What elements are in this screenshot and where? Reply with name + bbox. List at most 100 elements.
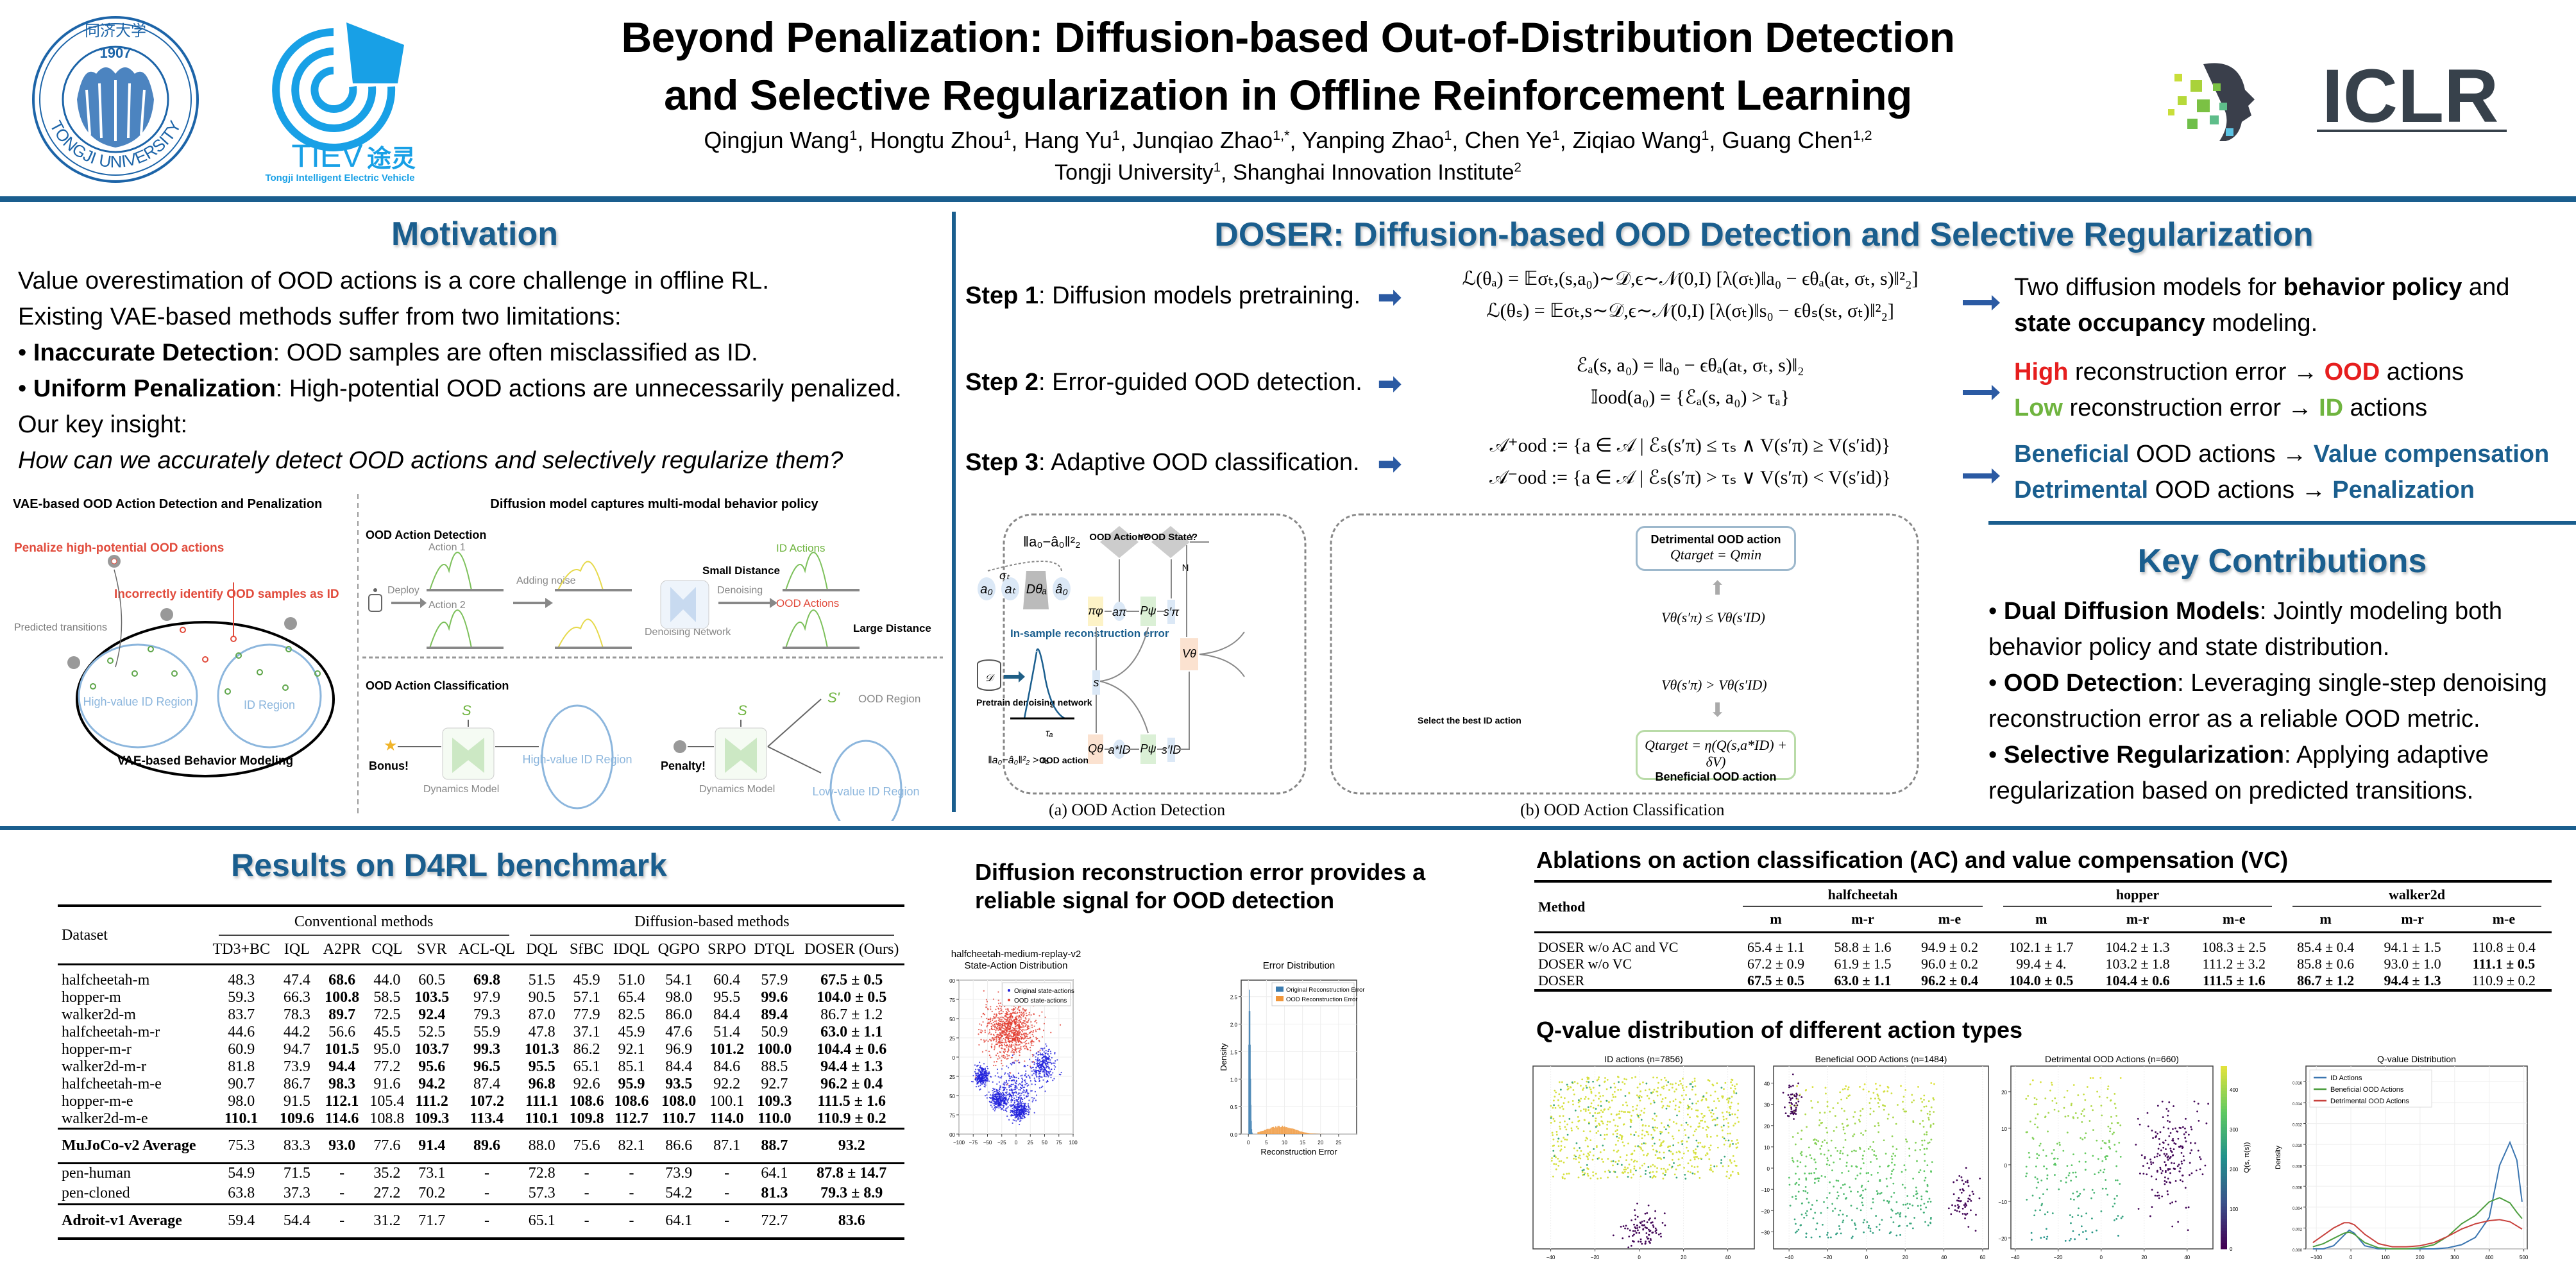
scatter-point — [1895, 1123, 1897, 1125]
scatter-point — [1831, 1169, 1833, 1171]
scatter-point — [1587, 1158, 1589, 1160]
scatter-point — [1015, 1114, 1017, 1115]
scatter-point — [1677, 1141, 1679, 1144]
scatter-point — [979, 1080, 981, 1081]
scatter-point — [1788, 1115, 1790, 1117]
x-tick-label: −20 — [1591, 1255, 1600, 1260]
scatter-point — [2169, 1132, 2172, 1134]
scatter-point — [986, 1071, 988, 1073]
scatter-point — [1845, 1197, 1847, 1199]
scatter-point — [1005, 1027, 1007, 1029]
scatter-point — [1010, 1101, 1012, 1103]
scatter-point — [1003, 1106, 1004, 1108]
legend-entry: OOD Reconstruction Error — [1286, 996, 1357, 1003]
scatter-point — [1006, 1044, 1008, 1046]
outcome-arrows — [1963, 295, 2000, 484]
scatter-point — [2102, 1171, 2105, 1174]
chart-title: Detrimental OOD Actions (n=660) — [2045, 1054, 2179, 1064]
scatter-point — [1629, 1171, 1632, 1173]
scatter-point — [1010, 1044, 1013, 1046]
table-cell: 54.1 — [665, 971, 693, 988]
scatter-point — [1675, 1168, 1677, 1171]
scatter-point — [1732, 1143, 1734, 1145]
table-cell: 96.2 ± 0.4 — [1920, 972, 1979, 988]
scatter-point — [1790, 1098, 1792, 1100]
y-tick-label: 75 — [949, 997, 955, 1003]
scatter-point — [1024, 1074, 1026, 1077]
scatter-point — [1560, 1145, 1563, 1147]
scatter-point — [1922, 1126, 1925, 1128]
scatter-point — [1794, 1143, 1797, 1146]
scatter-point — [996, 1106, 998, 1108]
scatter-point — [1012, 1122, 1013, 1124]
scatter-point — [1014, 1087, 1016, 1089]
scatter-point — [1820, 1175, 1823, 1177]
scatter-point — [999, 1029, 1001, 1031]
scatter-point — [2083, 1093, 2085, 1096]
scatter-point — [2178, 1164, 2180, 1166]
scatter-point — [1686, 1146, 1688, 1149]
table-cell: 55.9 — [473, 1023, 500, 1040]
histogram-bar — [1292, 1128, 1294, 1134]
scatter-point — [1864, 1188, 1867, 1191]
scatter-point — [1597, 1177, 1599, 1180]
scatter-point — [1030, 1044, 1033, 1046]
scatter-point — [1842, 1146, 1845, 1149]
scatter-point — [1026, 1035, 1028, 1037]
scatter-point — [1921, 1139, 1923, 1142]
table-row: MuJoCo-v2 Average 75.3 83.3 93.0 77.6 91.4 89.… — [58, 1128, 904, 1163]
scatter-point — [1925, 1105, 1928, 1108]
scatter-point — [1879, 1099, 1881, 1101]
scatter-point — [1584, 1119, 1586, 1121]
scatter-point — [1872, 1092, 1875, 1094]
author-affiliation: 1 — [849, 127, 858, 143]
scatter-point — [1639, 1221, 1641, 1224]
scatter-point — [1930, 1106, 1933, 1108]
scatter-point — [1920, 1098, 1922, 1100]
scatter-point — [1845, 1162, 1848, 1164]
scatter-point — [1687, 1170, 1690, 1173]
scatter-point — [1641, 1129, 1644, 1132]
histogram-bar — [1264, 1130, 1266, 1134]
scatter-point — [1048, 1072, 1050, 1074]
histogram-bar — [1258, 1132, 1260, 1134]
scatter-point — [2162, 1126, 2165, 1128]
scatter-point — [2096, 1229, 2097, 1232]
scatter-point — [1589, 1130, 1591, 1133]
value-node: Vθ — [1182, 647, 1196, 660]
detrimental-ood-box: Detrimental OOD action Qtarget = Qmin — [1636, 526, 1796, 571]
table-cell: 63.0 ± 1.1 — [820, 1023, 883, 1040]
scatter-point — [2173, 1168, 2176, 1170]
scatter-point — [1825, 1126, 1827, 1129]
table-cell: 111.2 — [415, 1092, 448, 1110]
scatter-point — [1815, 1161, 1817, 1164]
scatter-point — [1010, 1021, 1012, 1023]
scatter-point — [1872, 1198, 1874, 1200]
scatter-point — [1842, 1152, 1844, 1155]
table-cell: 63.8 — [228, 1184, 255, 1201]
scatter-point — [1015, 1091, 1017, 1093]
scatter-point — [1859, 1195, 1861, 1198]
scatter-point — [1926, 1164, 1929, 1167]
scatter-point — [2070, 1104, 2072, 1106]
scatter-point — [1586, 1164, 1588, 1166]
scatter-point — [1784, 1112, 1787, 1115]
scatter-point — [1721, 1112, 1724, 1114]
scatter-point — [1874, 1098, 1876, 1100]
scatter-point — [1851, 1165, 1853, 1167]
scatter-point — [2166, 1190, 2169, 1192]
table-cell: 110.7 — [661, 1110, 696, 1127]
table-cell: 57.1 — [573, 988, 600, 1006]
scatter-point — [1651, 1221, 1654, 1223]
scatter-point — [1609, 1121, 1611, 1123]
recon-norm-label: ‖a₀−â₀‖²₂ — [1023, 534, 1081, 550]
a0hat-node: â₀ — [1055, 582, 1068, 597]
scatter-point — [1881, 1219, 1883, 1221]
scatter-point — [1843, 1132, 1846, 1135]
poster-header: 1907 同济大学 TONGJI UNIVERSITY TIEV 途灵 Tong… — [0, 0, 2576, 199]
table-cell: 85.1 — [618, 1058, 645, 1075]
histogram-bar — [1304, 1132, 1305, 1134]
scatter-point — [1023, 1026, 1025, 1028]
equation-1: ℒ(θₐ) = 𝔼σₜ,(s,a₀)∼𝒟,ϵ∼𝒩(0,I) [λ(σₜ)‖a₀ … — [1462, 268, 1919, 289]
scatter-point — [2106, 1088, 2109, 1090]
